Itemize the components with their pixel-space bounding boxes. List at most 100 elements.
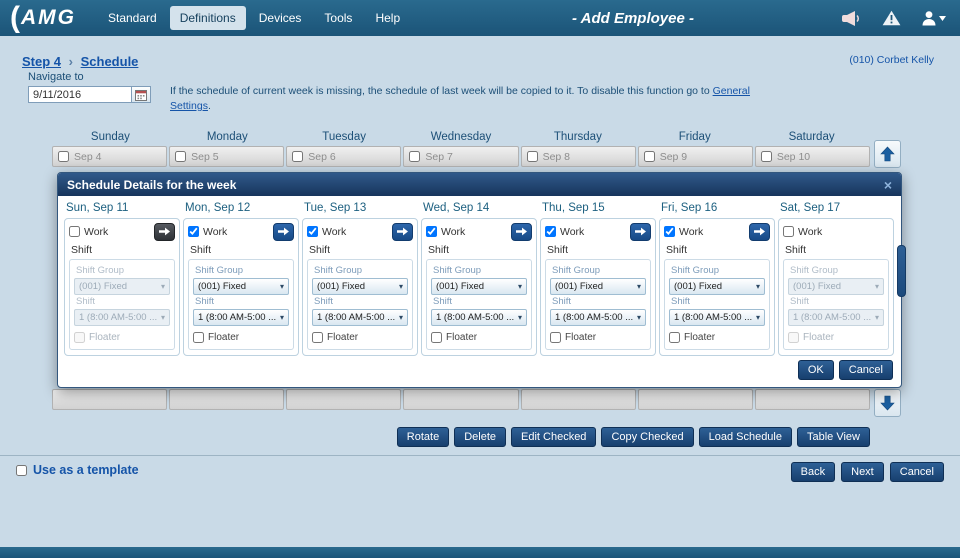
shift-select[interactable]: 1 (8:00 AM-5:00 ... ▾	[193, 309, 289, 326]
warning-icon[interactable]	[882, 10, 901, 26]
modal-title: Schedule Details for the week	[67, 177, 237, 192]
floater-label: Floater	[803, 332, 835, 343]
cancel-button[interactable]: Cancel	[889, 462, 944, 482]
day-cell-sep10[interactable]: Sep 10	[754, 146, 870, 167]
shift-tab[interactable]: Shift	[309, 244, 331, 256]
chevron-down-icon: ▾	[874, 282, 879, 291]
day-checkbox[interactable]	[760, 151, 772, 162]
shift-group-select[interactable]: (001) Fixed ▾	[788, 278, 884, 295]
use-as-template-checkbox[interactable]	[16, 464, 27, 476]
day-checkbox[interactable]	[58, 151, 69, 162]
back-button[interactable]: Back	[790, 462, 836, 482]
day-cell-sep9[interactable]: Sep 9	[637, 146, 753, 167]
page-title: Schedule	[80, 54, 139, 69]
shift-select[interactable]: 1 (8:00 AM-5:00 ... ▾	[74, 309, 170, 326]
floater-checkbox[interactable]	[669, 332, 680, 343]
shift-select[interactable]: 1 (8:00 AM-5:00 ... ▾	[669, 309, 765, 326]
rotate-button[interactable]: Rotate	[396, 427, 450, 447]
shift-group-select[interactable]: (001) Fixed ▾	[550, 278, 646, 295]
shift-tab[interactable]: Shift	[547, 244, 569, 256]
day-cell-sep7[interactable]: Sep 7	[403, 146, 519, 167]
work-checkbox[interactable]	[664, 226, 675, 237]
shift-group-select[interactable]: (001) Fixed ▾	[431, 278, 527, 295]
floater-checkbox[interactable]	[74, 332, 85, 343]
copy-day-forward-button[interactable]	[511, 222, 532, 241]
next-button[interactable]: Next	[841, 462, 884, 482]
shift-select[interactable]: 1 (8:00 AM-5:00 ... ▾	[431, 309, 527, 326]
calendar-icon	[135, 89, 147, 101]
work-checkbox[interactable]	[783, 226, 794, 237]
scroll-week-down-button[interactable]	[874, 389, 901, 417]
shift-label: Shift	[195, 296, 215, 307]
floater-checkbox[interactable]	[312, 332, 323, 343]
bottom-divider	[0, 455, 960, 456]
modal-day-column-thu: Thu, Sep 15 Work Shift Shift Group (001)…	[540, 201, 656, 356]
day-checkbox[interactable]	[643, 151, 655, 162]
day-checkbox[interactable]	[409, 151, 421, 162]
copy-checked-button[interactable]: Copy Checked	[601, 427, 694, 447]
week-footer-row	[52, 389, 870, 410]
work-checkbox[interactable]	[188, 226, 199, 237]
shift-group-select[interactable]: (001) Fixed ▾	[669, 278, 765, 295]
table-view-button[interactable]: Table View	[797, 427, 870, 447]
work-checkbox[interactable]	[426, 226, 437, 237]
shift-group-select[interactable]: (001) Fixed ▾	[312, 278, 408, 295]
shift-tab[interactable]: Shift	[428, 244, 450, 256]
modal-header: Schedule Details for the week ×	[58, 173, 901, 196]
modal-cancel-button[interactable]: Cancel	[838, 360, 893, 380]
delete-button[interactable]: Delete	[454, 427, 506, 447]
shift-tab[interactable]: Shift	[71, 244, 93, 256]
work-label: Work	[84, 225, 109, 238]
copy-day-forward-button[interactable]	[273, 222, 294, 241]
copy-day-forward-button[interactable]	[392, 222, 413, 241]
user-menu-icon[interactable]	[921, 10, 946, 26]
copy-day-forward-button[interactable]	[154, 222, 175, 241]
work-checkbox[interactable]	[307, 226, 318, 237]
close-icon[interactable]: ×	[883, 176, 892, 193]
amg-logo[interactable]: ( AMG	[10, 3, 76, 33]
scroll-week-up-button[interactable]	[874, 140, 901, 168]
nav-item-devices[interactable]: Devices	[258, 11, 302, 25]
shift-select[interactable]: 1 (8:00 AM-5:00 ... ▾	[550, 309, 646, 326]
day-cell-sep6[interactable]: Sep 6	[286, 146, 402, 167]
day-checkbox[interactable]	[526, 151, 538, 162]
day-checkbox[interactable]	[175, 151, 187, 162]
shift-tab[interactable]: Shift	[785, 244, 807, 256]
shift-select[interactable]: 1 (8:00 AM-5:00 ... ▾	[312, 309, 408, 326]
shift-select[interactable]: 1 (8:00 AM-5:00 ... ▾	[788, 309, 884, 326]
modal-scrollbar-thumb[interactable]	[897, 245, 906, 297]
window-title: - Add Employee -	[572, 9, 694, 27]
shift-group-select[interactable]: (001) Fixed ▾	[193, 278, 289, 295]
work-checkbox[interactable]	[69, 226, 80, 237]
floater-checkbox[interactable]	[550, 332, 561, 343]
day-cell-sep4[interactable]: Sep 4	[52, 146, 168, 167]
ok-button[interactable]: OK	[797, 360, 834, 380]
day-cell-sep8[interactable]: Sep 8	[520, 146, 636, 167]
chevron-down-icon: ▾	[160, 282, 165, 291]
general-settings-link[interactable]: General Settings	[170, 85, 750, 112]
day-cell-sep5[interactable]: Sep 5	[169, 146, 285, 167]
nav-item-definitions[interactable]: Definitions	[169, 6, 246, 30]
chevron-down-icon: ▾	[636, 313, 641, 322]
calendar-button[interactable]	[132, 86, 151, 103]
nav-item-standard[interactable]: Standard	[108, 11, 157, 25]
date-input[interactable]	[28, 86, 132, 103]
weekday-header-row: Sunday Monday Tuesday Wednesday Thursday…	[52, 131, 870, 143]
shift-tab[interactable]: Shift	[666, 244, 688, 256]
copy-day-forward-button[interactable]	[749, 222, 770, 241]
day-checkbox[interactable]	[292, 151, 304, 162]
floater-checkbox[interactable]	[431, 332, 442, 343]
load-schedule-button[interactable]: Load Schedule	[698, 427, 792, 447]
modal-day-column-mon: Mon, Sep 12 Work Shift Shift Group (001)…	[183, 201, 299, 356]
announcement-icon[interactable]	[842, 10, 862, 26]
floater-checkbox[interactable]	[788, 332, 799, 343]
shift-tab[interactable]: Shift	[190, 244, 212, 256]
breadcrumb-step[interactable]: Step 4	[22, 54, 62, 69]
copy-day-forward-button[interactable]	[630, 222, 651, 241]
work-checkbox[interactable]	[545, 226, 556, 237]
floater-checkbox[interactable]	[193, 332, 204, 343]
edit-checked-button[interactable]: Edit Checked	[511, 427, 597, 447]
nav-item-tools[interactable]: Tools	[324, 11, 353, 25]
shift-group-select[interactable]: (001) Fixed ▾	[74, 278, 170, 295]
nav-item-help[interactable]: Help	[375, 11, 401, 25]
